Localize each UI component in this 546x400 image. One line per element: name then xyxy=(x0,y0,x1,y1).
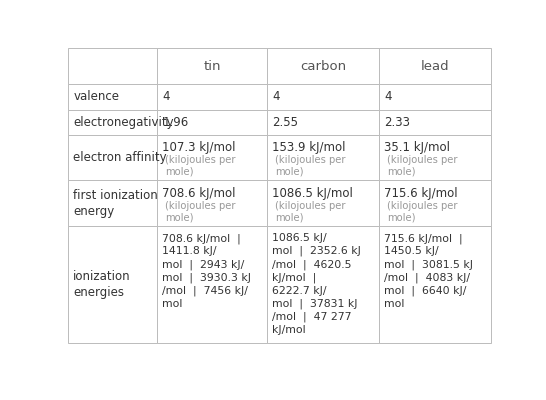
Text: 715.6 kJ/mol: 715.6 kJ/mol xyxy=(384,187,458,200)
Text: 708.6 kJ/mol: 708.6 kJ/mol xyxy=(162,187,236,200)
Bar xyxy=(68,84,157,110)
Text: 1086.5 kJ/mol: 1086.5 kJ/mol xyxy=(272,187,353,200)
Text: tin: tin xyxy=(203,60,221,73)
Text: first ionization
energy: first ionization energy xyxy=(73,189,158,218)
Bar xyxy=(157,180,267,226)
Text: 35.1 kJ/mol: 35.1 kJ/mol xyxy=(384,141,450,154)
Text: (kilojoules per
mole): (kilojoules per mole) xyxy=(165,201,235,222)
Bar xyxy=(267,110,379,135)
Text: carbon: carbon xyxy=(300,60,346,73)
Bar xyxy=(379,48,491,84)
Bar xyxy=(157,135,267,180)
Text: 2.55: 2.55 xyxy=(272,116,298,129)
Bar xyxy=(267,135,379,180)
Text: 715.6 kJ/mol  |
1450.5 kJ/
mol  |  3081.5 kJ
/mol  |  4083 kJ/
mol  |  6640 kJ/
: 715.6 kJ/mol | 1450.5 kJ/ mol | 3081.5 k… xyxy=(384,233,473,309)
Bar xyxy=(68,226,157,343)
Text: (kilojoules per
mole): (kilojoules per mole) xyxy=(275,201,345,222)
Text: (kilojoules per
mole): (kilojoules per mole) xyxy=(387,155,458,177)
Bar xyxy=(68,48,157,84)
Text: (kilojoules per
mole): (kilojoules per mole) xyxy=(165,155,235,177)
Text: valence: valence xyxy=(73,90,120,104)
Text: 4: 4 xyxy=(384,90,392,104)
Bar xyxy=(157,110,267,135)
Bar xyxy=(157,84,267,110)
Bar xyxy=(379,110,491,135)
Bar xyxy=(68,110,157,135)
Bar xyxy=(379,135,491,180)
Text: 1086.5 kJ/
mol  |  2352.6 kJ
/mol  |  4620.5
kJ/mol  |
6222.7 kJ/
mol  |  37831 : 1086.5 kJ/ mol | 2352.6 kJ /mol | 4620.5… xyxy=(272,233,361,335)
Bar xyxy=(379,84,491,110)
Bar xyxy=(68,135,157,180)
Text: ionization
energies: ionization energies xyxy=(73,270,131,299)
Bar xyxy=(379,180,491,226)
Text: 107.3 kJ/mol: 107.3 kJ/mol xyxy=(162,141,236,154)
Text: 2.33: 2.33 xyxy=(384,116,411,129)
Bar xyxy=(267,180,379,226)
Text: lead: lead xyxy=(421,60,450,73)
Text: (kilojoules per
mole): (kilojoules per mole) xyxy=(275,155,345,177)
Bar xyxy=(157,48,267,84)
Bar xyxy=(267,84,379,110)
Text: (kilojoules per
mole): (kilojoules per mole) xyxy=(387,201,458,222)
Bar xyxy=(157,226,267,343)
Text: 4: 4 xyxy=(272,90,280,104)
Text: electron affinity: electron affinity xyxy=(73,151,167,164)
Bar xyxy=(267,48,379,84)
Text: electronegativity: electronegativity xyxy=(73,116,174,129)
Text: 1.96: 1.96 xyxy=(162,116,188,129)
Text: 153.9 kJ/mol: 153.9 kJ/mol xyxy=(272,141,346,154)
Bar xyxy=(379,226,491,343)
Bar xyxy=(68,180,157,226)
Text: 708.6 kJ/mol  |
1411.8 kJ/
mol  |  2943 kJ/
mol  |  3930.3 kJ
/mol  |  7456 kJ/
: 708.6 kJ/mol | 1411.8 kJ/ mol | 2943 kJ/… xyxy=(162,233,251,309)
Bar xyxy=(267,226,379,343)
Text: 4: 4 xyxy=(162,90,170,104)
